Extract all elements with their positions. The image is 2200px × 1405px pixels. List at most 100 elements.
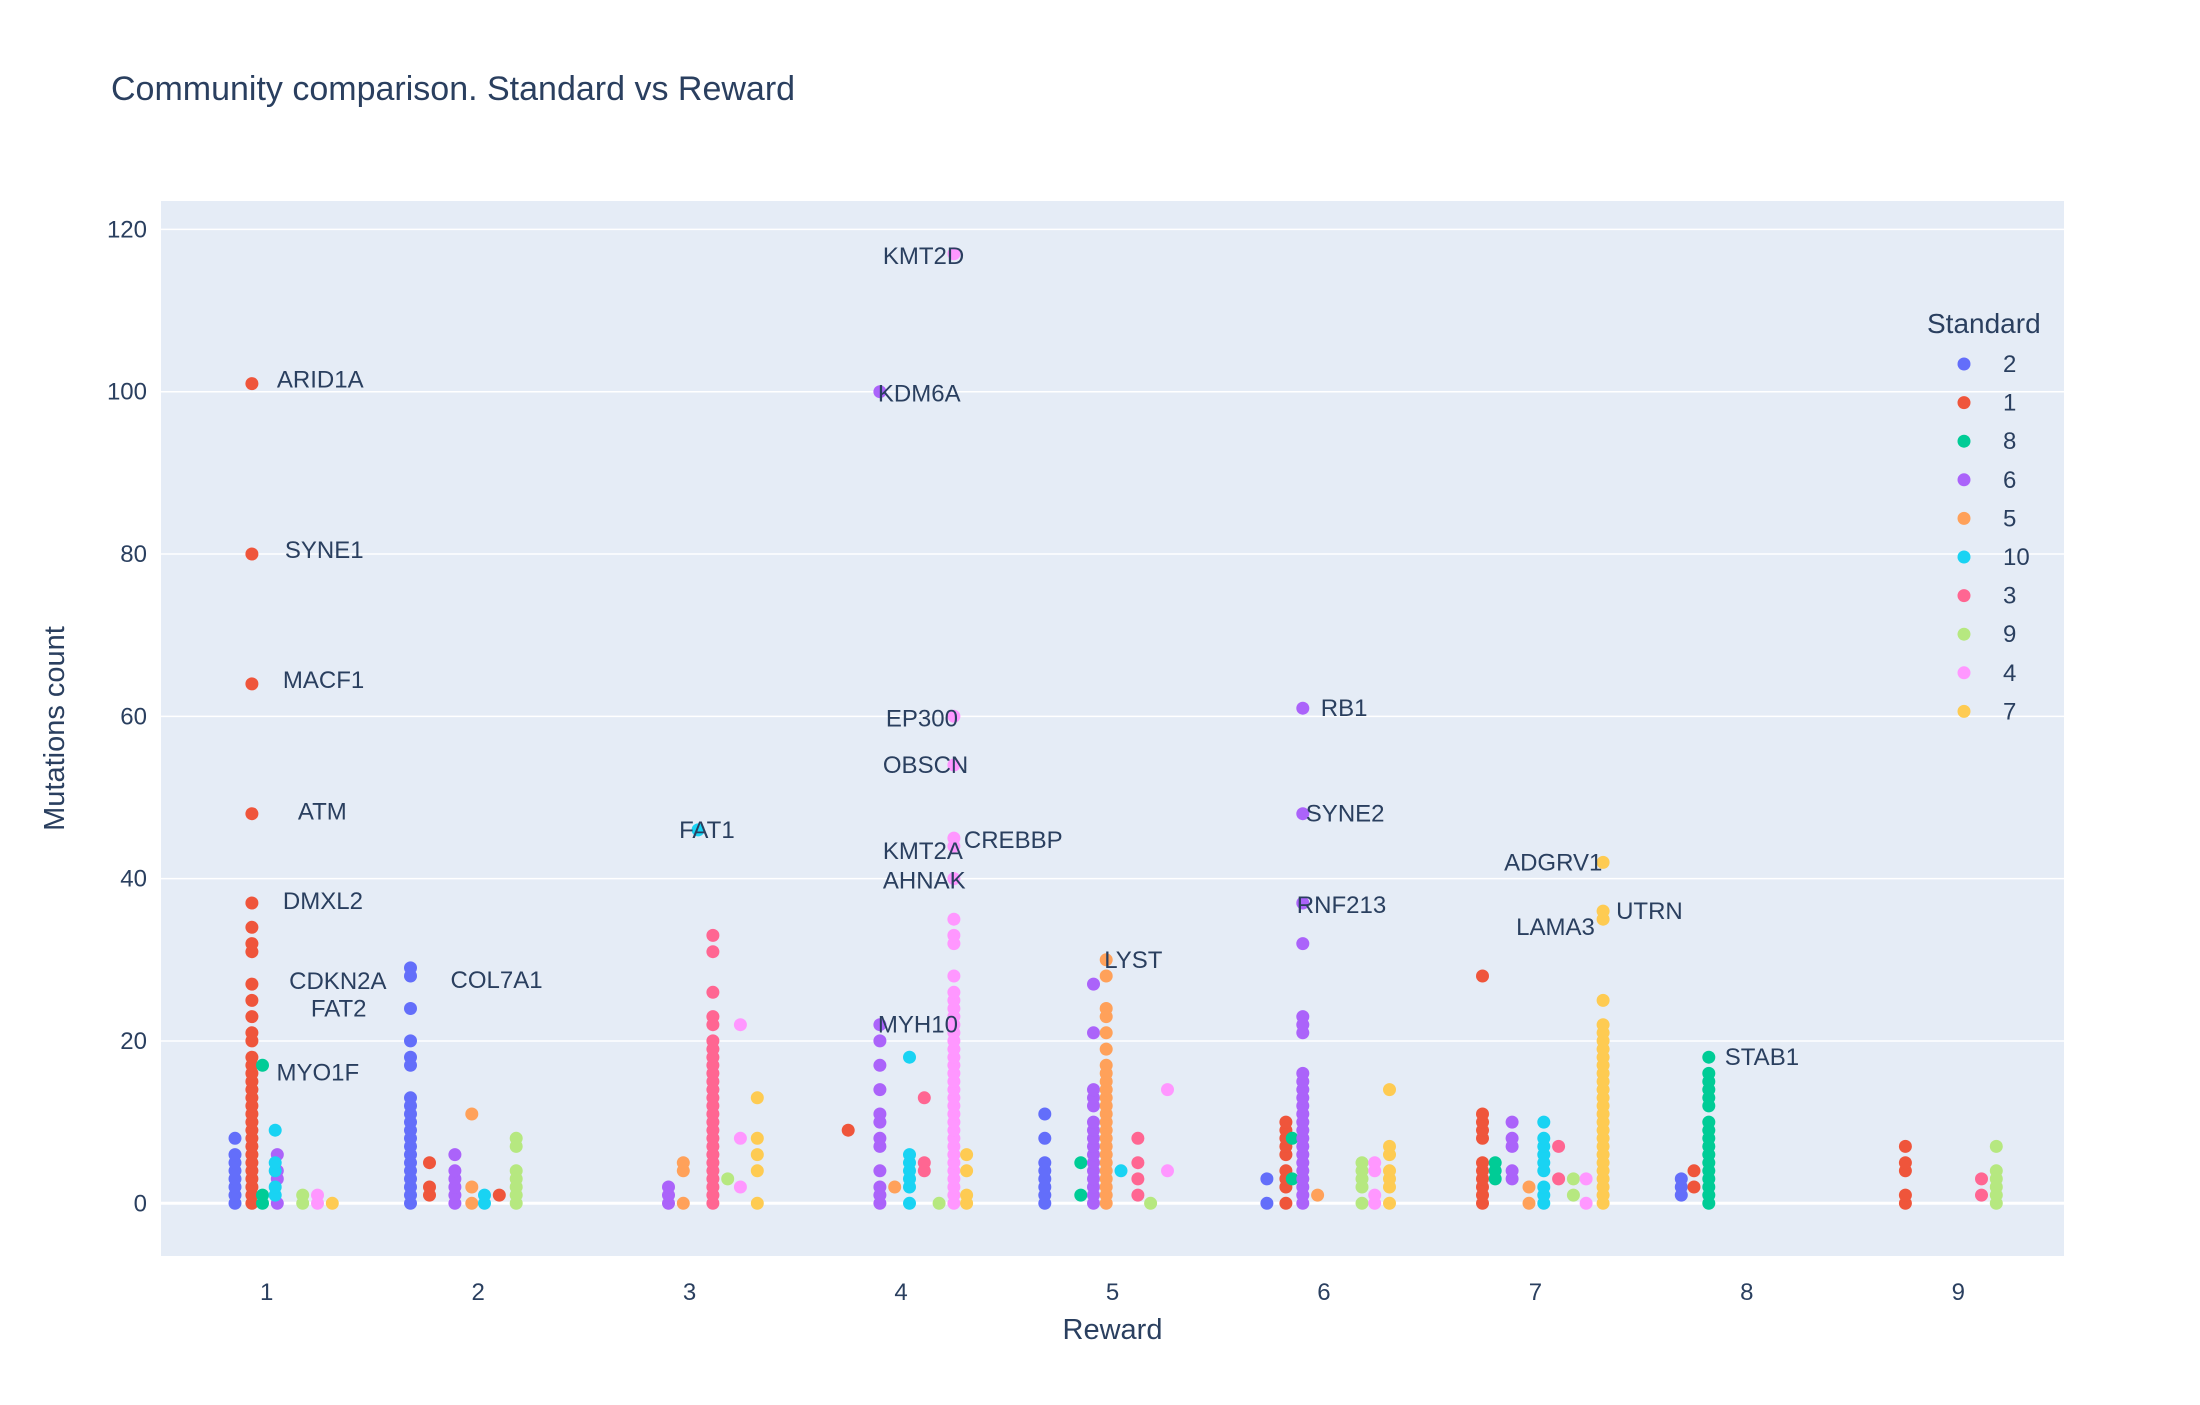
data-point[interactable]: [245, 993, 259, 1007]
data-point[interactable]: [1279, 1196, 1293, 1210]
data-point[interactable]: [245, 937, 259, 951]
data-point[interactable]: [917, 1091, 931, 1105]
data-point[interactable]: [465, 1196, 479, 1210]
data-point[interactable]: [1476, 1156, 1489, 1170]
data-point[interactable]: [245, 677, 259, 691]
data-point[interactable]: [1383, 1083, 1396, 1097]
data-point[interactable]: [268, 1180, 282, 1194]
legend-item[interactable]: 2: [1957, 351, 2017, 378]
data-point[interactable]: [691, 823, 705, 837]
data-point[interactable]: [873, 1180, 887, 1194]
data-point[interactable]: [873, 1131, 887, 1145]
data-point[interactable]: [228, 1148, 242, 1162]
data-point[interactable]: [1702, 1115, 1716, 1129]
data-point[interactable]: [947, 912, 961, 926]
data-point[interactable]: [1355, 1196, 1369, 1210]
data-point[interactable]: [1368, 1188, 1382, 1202]
data-point[interactable]: [404, 1091, 417, 1105]
data-point[interactable]: [509, 1131, 523, 1145]
data-point[interactable]: [1702, 1050, 1716, 1064]
data-point[interactable]: [1296, 807, 1310, 821]
data-point[interactable]: [1674, 1172, 1688, 1186]
data-point[interactable]: [245, 920, 259, 934]
data-point[interactable]: [1260, 1196, 1274, 1210]
legend-item[interactable]: 5: [1957, 505, 2017, 532]
data-point[interactable]: [706, 985, 720, 999]
data-point[interactable]: [325, 1196, 339, 1210]
data-point[interactable]: [1522, 1180, 1536, 1194]
data-point[interactable]: [1296, 937, 1310, 951]
data-point[interactable]: [404, 1050, 417, 1064]
data-point[interactable]: [733, 1131, 747, 1145]
data-point[interactable]: [1975, 1172, 1988, 1186]
data-point[interactable]: [888, 1180, 902, 1194]
data-point[interactable]: [1099, 1058, 1113, 1072]
data-point[interactable]: [1989, 1164, 2003, 1178]
data-point[interactable]: [404, 1002, 417, 1015]
data-point[interactable]: [245, 807, 259, 821]
data-point[interactable]: [947, 709, 961, 723]
data-point[interactable]: [960, 1148, 974, 1162]
data-point[interactable]: [1552, 1139, 1566, 1153]
data-point[interactable]: [1702, 1066, 1716, 1080]
data-point[interactable]: [1311, 1188, 1325, 1202]
data-point[interactable]: [750, 1148, 764, 1162]
data-point[interactable]: [1537, 1115, 1551, 1129]
data-point[interactable]: [1898, 1139, 1912, 1153]
data-point[interactable]: [733, 1180, 747, 1194]
data-point[interactable]: [1087, 977, 1100, 991]
data-point[interactable]: [873, 1034, 887, 1048]
data-point[interactable]: [1579, 1196, 1593, 1210]
data-point[interactable]: [228, 1131, 242, 1145]
data-point[interactable]: [1144, 1196, 1158, 1210]
data-point[interactable]: [245, 1050, 259, 1064]
data-point[interactable]: [1488, 1156, 1502, 1170]
data-point[interactable]: [873, 1164, 887, 1178]
data-point[interactable]: [245, 377, 259, 391]
data-point[interactable]: [423, 1180, 436, 1194]
data-point[interactable]: [1131, 1156, 1145, 1170]
data-point[interactable]: [706, 1034, 720, 1048]
data-point[interactable]: [1285, 1172, 1299, 1186]
data-point[interactable]: [465, 1180, 479, 1194]
data-point[interactable]: [721, 1172, 735, 1186]
data-point[interactable]: [1505, 1131, 1519, 1145]
data-point[interactable]: [256, 1188, 269, 1202]
data-point[interactable]: [750, 1131, 764, 1145]
data-point[interactable]: [1099, 953, 1113, 967]
data-point[interactable]: [245, 547, 259, 561]
data-point[interactable]: [448, 1164, 462, 1178]
data-point[interactable]: [1131, 1188, 1145, 1202]
data-point[interactable]: [1296, 1066, 1310, 1080]
data-point[interactable]: [404, 1034, 417, 1048]
data-point[interactable]: [1898, 1156, 1912, 1170]
data-point[interactable]: [903, 1148, 916, 1162]
data-point[interactable]: [1566, 1172, 1580, 1186]
data-point[interactable]: [706, 945, 720, 959]
data-point[interactable]: [1038, 1107, 1052, 1121]
data-point[interactable]: [296, 1188, 310, 1202]
data-point[interactable]: [750, 1091, 764, 1105]
data-point[interactable]: [1279, 1115, 1293, 1129]
data-point[interactable]: [448, 1148, 462, 1162]
data-point[interactable]: [1161, 1083, 1174, 1097]
legend-item[interactable]: 6: [1957, 467, 2017, 494]
data-point[interactable]: [245, 1010, 259, 1024]
data-point[interactable]: [465, 1107, 479, 1121]
data-point[interactable]: [873, 1083, 887, 1097]
data-point[interactable]: [662, 1180, 675, 1194]
legend-item[interactable]: 3: [1957, 583, 2017, 610]
data-point[interactable]: [960, 1164, 974, 1178]
data-point[interactable]: [492, 1188, 506, 1202]
data-point[interactable]: [1476, 969, 1489, 983]
data-point[interactable]: [947, 758, 961, 772]
data-point[interactable]: [1898, 1188, 1912, 1202]
data-point[interactable]: [1285, 1131, 1299, 1145]
legend-item[interactable]: 4: [1957, 660, 2017, 687]
data-point[interactable]: [1114, 1164, 1128, 1178]
data-point[interactable]: [509, 1164, 523, 1178]
data-point[interactable]: [750, 1196, 764, 1210]
data-point[interactable]: [423, 1156, 436, 1170]
data-point[interactable]: [256, 1058, 269, 1072]
data-point[interactable]: [1505, 1164, 1519, 1178]
